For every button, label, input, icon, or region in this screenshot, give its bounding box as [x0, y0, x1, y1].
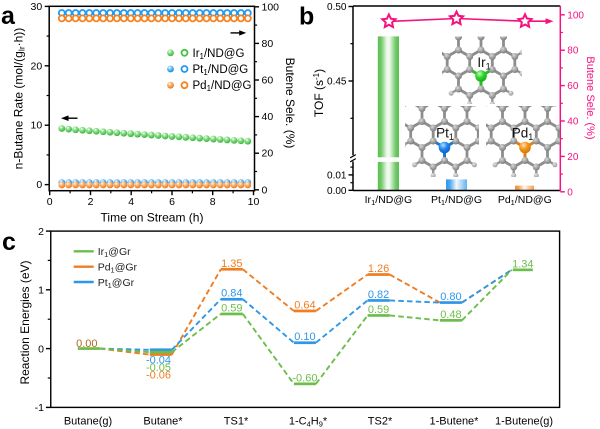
svg-text:30: 30: [31, 1, 43, 13]
svg-text:1.26: 1.26: [368, 263, 389, 275]
svg-text:Pd1/ND@G: Pd1/ND@G: [193, 80, 252, 93]
svg-text:-1: -1: [35, 402, 44, 414]
svg-text:1-Butene(g): 1-Butene(g): [495, 416, 553, 428]
svg-text:0.64: 0.64: [294, 300, 315, 312]
svg-text:60: 60: [262, 75, 274, 87]
svg-text:80: 80: [567, 46, 579, 57]
svg-text:c: c: [2, 228, 16, 256]
svg-text:0: 0: [38, 343, 44, 355]
svg-text:0.80: 0.80: [440, 291, 461, 303]
svg-text:80: 80: [262, 38, 274, 50]
svg-text:20: 20: [262, 148, 274, 160]
svg-text:Butene Sele. (%): Butene Sele. (%): [584, 56, 596, 139]
svg-text:0.59: 0.59: [221, 302, 242, 314]
svg-text:8: 8: [210, 196, 216, 208]
svg-text:0: 0: [262, 184, 268, 196]
svg-text:40: 40: [262, 111, 274, 123]
svg-text:Pd1/ND@G: Pd1/ND@G: [498, 194, 552, 207]
svg-text:0.82: 0.82: [368, 289, 389, 301]
svg-text:0: 0: [47, 196, 53, 208]
svg-text:0.48: 0.48: [440, 309, 461, 321]
svg-text:0.59: 0.59: [368, 304, 389, 316]
svg-text:0.00: 0.00: [327, 186, 347, 197]
svg-text:TS2*: TS2*: [368, 416, 393, 428]
svg-text:40: 40: [567, 117, 579, 128]
svg-text:10: 10: [248, 196, 260, 208]
svg-text:0: 0: [36, 179, 42, 191]
svg-text:b: b: [299, 3, 314, 31]
svg-text:Reaction Energies (eV): Reaction Energies (eV): [18, 260, 32, 384]
svg-text:4: 4: [128, 196, 134, 208]
svg-text:n-Butane Rate (mol/(gIr·h)): n-Butane Rate (mol/(gIr·h)): [11, 28, 26, 170]
svg-text:2: 2: [38, 226, 44, 238]
svg-text:0.45: 0.45: [327, 77, 347, 88]
svg-text:0.01: 0.01: [327, 170, 347, 181]
svg-text:-0.04: -0.04: [146, 354, 171, 366]
svg-text:1-Butene*: 1-Butene*: [430, 416, 480, 428]
svg-text:Butene Sele. (%): Butene Sele. (%): [283, 58, 297, 149]
svg-text:Pt1/ND@G: Pt1/ND@G: [431, 194, 482, 207]
svg-text:6: 6: [169, 196, 175, 208]
svg-text:-0.05: -0.05: [146, 362, 171, 374]
svg-text:Pd1: Pd1: [512, 126, 534, 143]
svg-text:Pt1/ND@G: Pt1/ND@G: [193, 64, 249, 77]
svg-text:0.50: 0.50: [327, 2, 347, 13]
svg-text:20: 20: [567, 152, 579, 163]
svg-text:1.35: 1.35: [221, 258, 242, 270]
svg-text:Ir1/ND@G: Ir1/ND@G: [193, 48, 245, 61]
svg-text:1.34: 1.34: [512, 258, 533, 270]
svg-text:Pd1@Gr: Pd1@Gr: [98, 262, 138, 275]
svg-text:a: a: [1, 2, 16, 30]
svg-text:-0.60: -0.60: [292, 372, 317, 384]
svg-text:0.84: 0.84: [221, 288, 242, 300]
svg-text:Pt1@Gr: Pt1@Gr: [98, 277, 135, 290]
svg-text:0.10: 0.10: [294, 331, 315, 343]
svg-text:1: 1: [38, 285, 44, 297]
svg-text:-0.06: -0.06: [146, 369, 171, 381]
svg-text:0: 0: [567, 187, 573, 198]
svg-text:Butane(g): Butane(g): [64, 416, 112, 428]
svg-text:20: 20: [31, 60, 43, 72]
svg-text:0.00: 0.00: [76, 338, 97, 350]
svg-text:100: 100: [262, 1, 280, 13]
svg-text:1-C4H9*: 1-C4H9*: [289, 416, 328, 429]
svg-text:10: 10: [31, 120, 43, 132]
svg-text:TS1*: TS1*: [224, 416, 249, 428]
svg-text:100: 100: [567, 10, 584, 21]
svg-text:60: 60: [567, 81, 579, 92]
svg-text:TOF (s-1): TOF (s-1): [312, 69, 326, 117]
svg-text:2: 2: [88, 196, 94, 208]
svg-text:Ir1@Gr: Ir1@Gr: [98, 246, 131, 259]
svg-text:Ir1/ND@G: Ir1/ND@G: [365, 194, 413, 207]
svg-text:Butane*: Butane*: [143, 416, 183, 428]
svg-text:Time on Stream (h): Time on Stream (h): [101, 210, 204, 224]
